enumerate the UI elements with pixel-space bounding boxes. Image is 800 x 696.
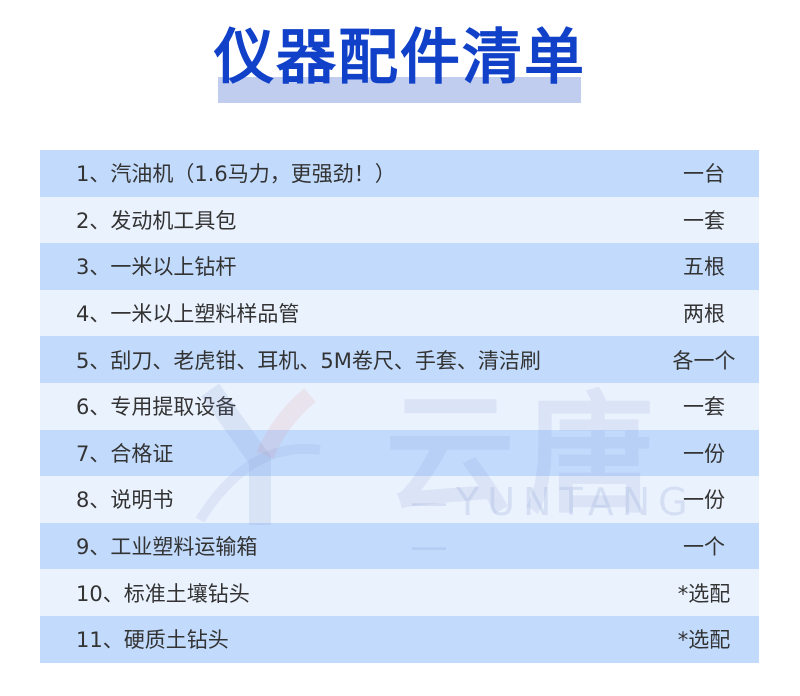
list-item: 3、一米以上钻杆 五根	[40, 243, 759, 290]
list-item: 2、发动机工具包 一套	[40, 196, 759, 244]
page-title: 仪器配件清单	[214, 23, 586, 93]
item-qty: 一套	[683, 208, 725, 233]
item-name: 10、标准土壤钻头	[76, 581, 250, 606]
list-item: 7、合格证 一份	[40, 429, 759, 477]
list-item: 4、一米以上塑料样品管 两根	[40, 289, 759, 337]
item-name: 5、刮刀、老虎钳、耳机、5M卷尺、手套、清洁刷	[76, 348, 541, 373]
item-name: 11、硬质土钻头	[76, 628, 229, 653]
item-name: 4、一米以上塑料样品管	[76, 302, 300, 327]
item-qty: 一台	[683, 162, 725, 187]
item-name: 1、汽油机（1.6马力，更强劲！）	[76, 162, 396, 187]
item-qty: 一套	[683, 395, 725, 420]
list-item: 9、工业塑料运输箱 一个	[40, 522, 759, 570]
item-name: 2、发动机工具包	[76, 208, 237, 233]
list-item: 5、刮刀、老虎钳、耳机、5M卷尺、手套、清洁刷 各一个	[40, 336, 759, 383]
item-qty: 各一个	[672, 348, 736, 373]
item-qty: *选配	[677, 628, 731, 653]
item-name: 9、工业塑料运输箱	[76, 535, 258, 560]
item-qty: 两根	[683, 302, 725, 327]
list-item: 10、标准土壤钻头 *选配	[40, 569, 759, 616]
item-qty: 五根	[683, 255, 725, 280]
list-item: 8、说明书 一份	[40, 476, 759, 523]
item-qty: 一个	[683, 535, 725, 560]
item-qty: 一份	[683, 488, 725, 513]
item-name: 6、专用提取设备	[76, 395, 237, 420]
list-item: 11、硬质土钻头 *选配	[40, 615, 759, 663]
item-qty: *选配	[677, 581, 731, 606]
list-item: 1、汽油机（1.6马力，更强劲！） 一台	[40, 150, 759, 197]
item-name: 8、说明书	[76, 488, 174, 513]
accessory-list: 1、汽油机（1.6马力，更强劲！） 一台 2、发动机工具包 一套 3、一米以上钻杆五…	[40, 150, 759, 663]
item-name: 3、一米以上钻杆	[76, 255, 237, 280]
title-underline	[218, 77, 581, 103]
item-name: 7、合格证	[76, 441, 174, 466]
list-item: 6、专用提取设备 一套	[40, 382, 759, 430]
item-qty: 一份	[683, 441, 725, 466]
